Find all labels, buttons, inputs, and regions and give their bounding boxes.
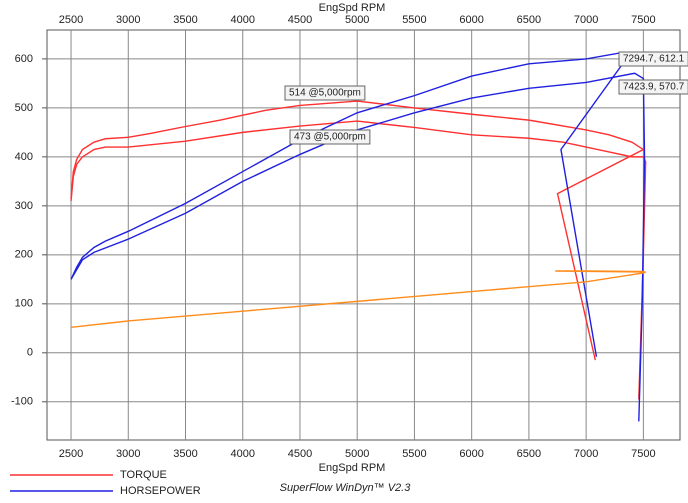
annotation-box bbox=[618, 79, 688, 95]
x-tick-label-top: 7500 bbox=[631, 14, 655, 26]
y-tick-label: 300 bbox=[15, 200, 33, 212]
annotation: 514 @5,000rpm bbox=[284, 85, 366, 101]
annotation-text: 473 @5,000rpm bbox=[294, 132, 366, 143]
y-tick-label: 500 bbox=[15, 102, 33, 114]
x-axis-title: EngSpd RPM bbox=[319, 462, 386, 474]
x-tick-label-top: 5500 bbox=[402, 14, 426, 26]
annotation: 7294.7, 612.1 bbox=[618, 51, 688, 67]
annotation-box bbox=[289, 129, 371, 145]
x-tick-label-top: 4500 bbox=[288, 14, 312, 26]
x-tick-label: 3000 bbox=[116, 448, 140, 460]
x-tick-label: 7500 bbox=[631, 448, 655, 460]
series-line bbox=[70, 270, 646, 329]
y-tick-label: 600 bbox=[15, 53, 33, 65]
x-tick-label-top: 5000 bbox=[345, 14, 369, 26]
y-tick-label: 0 bbox=[27, 347, 33, 359]
x-tick-label-top: 3500 bbox=[173, 14, 197, 26]
annotation-text: 7294.7, 612.1 bbox=[623, 54, 685, 65]
annotation-box bbox=[284, 85, 366, 101]
x-tick-label-top: 3000 bbox=[116, 14, 140, 26]
y-tick-label: -100 bbox=[11, 396, 33, 408]
annotation: 473 @5,000rpm bbox=[289, 129, 371, 145]
series-line bbox=[70, 100, 645, 361]
y-tick-label: 100 bbox=[15, 298, 33, 310]
x-tick-label: 4500 bbox=[288, 448, 312, 460]
x-tick-label: 6000 bbox=[459, 448, 483, 460]
x-tick-label-top: 4000 bbox=[230, 14, 254, 26]
x-axis-title-top: EngSpd RPM bbox=[319, 2, 386, 14]
series-line bbox=[70, 72, 646, 422]
legend-label: TORQUE bbox=[120, 469, 167, 481]
annotation-box bbox=[618, 51, 688, 67]
annotation-text: 514 @5,000rpm bbox=[289, 88, 361, 99]
x-tick-label: 5500 bbox=[402, 448, 426, 460]
x-tick-label: 2500 bbox=[59, 448, 83, 460]
x-tick-label: 4000 bbox=[230, 448, 254, 460]
x-tick-label-top: 2500 bbox=[59, 14, 83, 26]
series-line bbox=[70, 120, 647, 400]
legend-label: HORSEPOWER bbox=[120, 485, 201, 497]
annotation-text: 7423.9, 570.7 bbox=[623, 82, 685, 93]
x-tick-label: 7000 bbox=[574, 448, 598, 460]
x-tick-label-top: 6500 bbox=[517, 14, 541, 26]
x-tick-label-top: 7000 bbox=[574, 14, 598, 26]
footer: SuperFlow WinDyn™ V2.3 bbox=[280, 482, 412, 494]
x-tick-label: 5000 bbox=[345, 448, 369, 460]
y-tick-label: 200 bbox=[15, 249, 33, 261]
y-tick-label: 400 bbox=[15, 151, 33, 163]
x-tick-label: 6500 bbox=[517, 448, 541, 460]
x-tick-label: 3500 bbox=[173, 448, 197, 460]
annotation: 7423.9, 570.7 bbox=[618, 79, 688, 95]
x-tick-label-top: 6000 bbox=[459, 14, 483, 26]
